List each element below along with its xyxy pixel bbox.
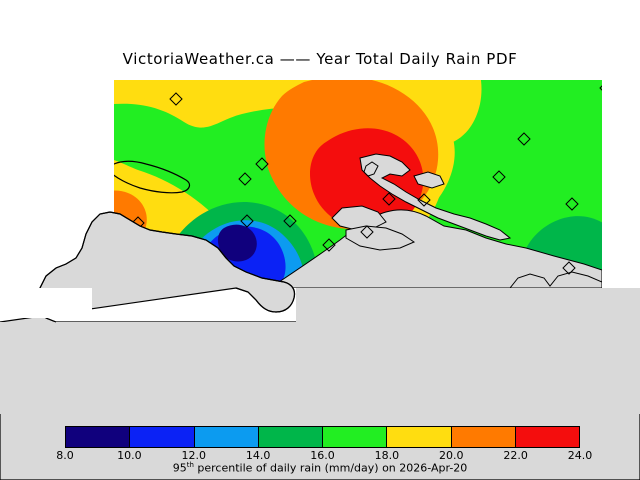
colorbar-tick: 24.0 [567,449,593,462]
land-island-small [413,171,445,189]
colorbar-tick: 22.0 [503,449,528,462]
colorbar-segment-22-24 [515,427,579,447]
contour-band-22-24 [310,128,424,231]
land-inlet [363,161,379,177]
colorbar-segments [65,426,580,448]
caption-suffix: percentile of daily rain (mm/day) on 202… [193,461,468,475]
colorbar-tick: 12.0 [181,449,207,462]
station-marker [417,193,431,207]
station-marker [169,92,183,106]
colorbar [65,426,584,452]
contour-map-svg [114,80,602,288]
colorbar-segment-10-12 [130,427,195,447]
colorbar-segment-18-20 [387,427,452,447]
caption-prefix: 95 [172,461,187,475]
colorbar-segment-20-22 [451,427,516,447]
colorbar-tick: 14.0 [245,449,271,462]
colorbar-tick: 16.0 [310,449,335,462]
colorbar-tick: 20.0 [439,449,464,462]
station-marker [492,170,506,184]
station-marker [255,157,269,171]
margin-mask-left [0,288,92,318]
caption-superscript: th [186,461,194,469]
colorbar-segment-12-14 [194,427,259,447]
land-continent-fill-lower [0,322,640,414]
station-marker [382,192,396,206]
station-marker [238,172,252,186]
colorbar-tick: 8.0 [56,449,74,462]
weather-map-plot [114,80,602,288]
chart-title: VictoriaWeather.ca —— Year Total Daily R… [122,50,518,68]
station-marker [517,132,531,146]
station-marker [565,197,579,211]
colorbar-segment-8-10 [66,427,131,447]
colorbar-segment-14-16 [258,427,323,447]
land-continent-right-edge [296,288,640,414]
colorbar-tick: 18.0 [374,449,400,462]
colorbar-tick: 10.0 [117,449,142,462]
colorbar-segment-16-18 [323,427,388,447]
colorbar-tick-labels: 8.0 10.0 12.0 14.0 16.0 18.0 20.0 22.0 2… [56,449,592,463]
coastline-island-outline [114,160,191,194]
colorbar-caption: 95th percentile of daily rain (mm/day) o… [0,461,640,475]
